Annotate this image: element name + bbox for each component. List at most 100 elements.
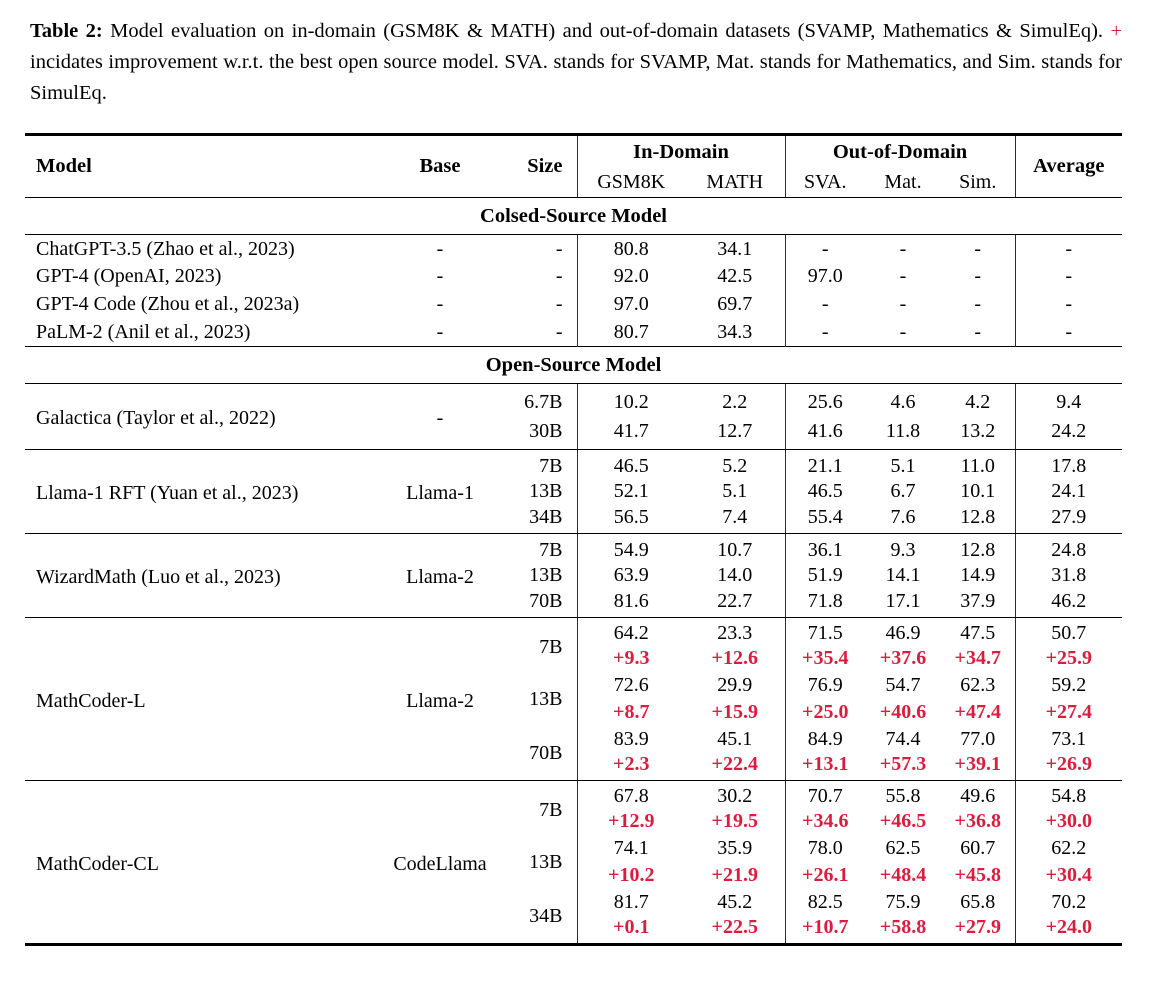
value-cell: 63.9 bbox=[576, 561, 685, 590]
header-row-groups: Model Base Size In-Domain Out-of-Domain … bbox=[25, 134, 1123, 199]
delta-cell: +2.3 bbox=[576, 753, 685, 782]
header-gsm8k: GSM8K bbox=[576, 167, 685, 199]
value-cell: - bbox=[899, 293, 907, 316]
delta-cell: +35.4 bbox=[784, 645, 865, 673]
model-cell: GPT-4 Code (Zhou et al., 2023a) bbox=[36, 293, 300, 316]
value-cell: 78.0 bbox=[784, 835, 865, 863]
value-cell: 34.1 bbox=[717, 237, 753, 260]
value-cell: 14.1 bbox=[885, 564, 921, 587]
value-cell: - bbox=[899, 321, 907, 344]
value-cell: - bbox=[1014, 318, 1123, 347]
value-cell: 29.9 bbox=[717, 674, 753, 697]
paper-page: Table 2: Model evaluation on in-domain (… bbox=[25, 20, 1123, 947]
table-row: 70B 81.6 22.7 71.8 17.1 37.9 46.2 bbox=[25, 589, 1123, 619]
value-cell: 12.7 bbox=[685, 416, 785, 451]
table-row: 34B 56.5 7.4 55.4 7.6 12.8 27.9 bbox=[25, 505, 1123, 535]
value-cell: 5.1 bbox=[890, 454, 916, 477]
delta-cell: +34.7 bbox=[954, 647, 1001, 670]
size-cell: 7B bbox=[539, 454, 563, 477]
table-row: PaLM-2 (Anil et al., 2023) - -80.7 34.3- - - - bbox=[25, 318, 1123, 347]
delta-cell: +48.4 bbox=[879, 864, 927, 887]
size-cell: 13B bbox=[529, 480, 563, 503]
section-title: Colsed-Source Model bbox=[25, 197, 1123, 236]
delta-cell: +13.1 bbox=[784, 753, 865, 782]
value-cell: 49.6 bbox=[960, 785, 996, 808]
delta-cell: +40.6 bbox=[879, 701, 927, 724]
value-cell: - bbox=[1014, 234, 1123, 263]
table-row-delta: +9.3 +12.6 +35.4 +37.6 +34.7 +25.9 bbox=[25, 645, 1123, 673]
value-cell: 62.2 bbox=[1014, 835, 1123, 863]
value-cell: - bbox=[784, 318, 865, 347]
header-average: Average bbox=[1014, 134, 1123, 199]
delta-cell: +46.5 bbox=[879, 810, 927, 833]
table-row: Galactica (Taylor et al., 2022) - 6.7B 10.2… bbox=[25, 383, 1123, 429]
value-cell: 7.6 bbox=[865, 505, 941, 535]
table-row: ChatGPT-3.5 (Zhao et al., 2023) - -80.8 34.… bbox=[25, 234, 1123, 263]
value-cell: 5.2 bbox=[722, 454, 748, 477]
base-cell: - bbox=[436, 293, 444, 316]
delta-cell: +9.3 bbox=[576, 645, 685, 673]
size-cell: - bbox=[555, 265, 563, 288]
value-cell: - bbox=[974, 265, 982, 288]
delta-cell: +26.9 bbox=[1014, 753, 1123, 782]
size-cell: 7B bbox=[539, 635, 563, 658]
size-cell: - bbox=[555, 237, 563, 260]
header-row-datasets: GSM8K MATH SVA. Mat. Sim. bbox=[25, 167, 1123, 199]
delta-cell: +34.6 bbox=[784, 808, 865, 836]
value-cell: 80.7 bbox=[576, 318, 685, 347]
table-row: 13B 74.1 35.9 78.0 62.5 60.7 62.2 bbox=[25, 835, 1123, 873]
size-cell: - bbox=[555, 293, 563, 316]
value-cell: 74.4 bbox=[885, 728, 921, 751]
delta-cell: +25.0 bbox=[784, 699, 865, 727]
caption-text-lead: Model evaluation on in-domain (GSM8K & M… bbox=[110, 20, 1104, 42]
delta-cell: +24.0 bbox=[1014, 916, 1123, 946]
size-cell: 13B bbox=[529, 687, 563, 710]
value-cell: 21.1 bbox=[784, 449, 865, 478]
value-cell: 60.7 bbox=[960, 837, 996, 860]
value-cell: - bbox=[899, 265, 907, 288]
table-row-delta: +0.1 +22.5 +10.7 +58.8 +27.9 +24.0 bbox=[25, 916, 1123, 946]
value-cell: 82.5 bbox=[784, 889, 865, 917]
base-cell: CodeLlama bbox=[393, 852, 487, 875]
base-cell: Llama-1 bbox=[406, 482, 474, 505]
value-cell: 45.1 bbox=[717, 728, 753, 751]
header-math: MATH bbox=[685, 167, 785, 199]
delta-cell: +26.1 bbox=[784, 862, 865, 890]
section-title-row: Colsed-Source Model bbox=[25, 197, 1123, 236]
value-cell: 51.9 bbox=[784, 561, 865, 590]
value-cell: - bbox=[974, 293, 982, 316]
value-cell: 67.8 bbox=[576, 780, 685, 809]
value-cell: 45.2 bbox=[717, 891, 753, 914]
base-cell: - bbox=[436, 265, 444, 288]
value-cell: 6.7 bbox=[890, 480, 916, 503]
value-cell: 76.9 bbox=[784, 672, 865, 700]
value-cell: 46.5 bbox=[576, 449, 685, 478]
delta-cell: +12.6 bbox=[711, 647, 758, 670]
value-cell: 70.2 bbox=[1014, 889, 1123, 917]
size-cell: 13B bbox=[529, 564, 563, 587]
value-cell: 24.1 bbox=[1014, 477, 1123, 506]
caption-text-rest: incidates improvement w.r.t. the best op… bbox=[30, 50, 1122, 104]
table-row-delta: +12.9 +19.5 +34.6 +46.5 +36.8 +30.0 bbox=[25, 808, 1123, 836]
value-cell: 81.7 bbox=[576, 889, 685, 917]
value-cell: 31.8 bbox=[1014, 561, 1123, 590]
delta-cell: +30.4 bbox=[1014, 862, 1123, 890]
value-cell: 10.2 bbox=[576, 383, 685, 417]
delta-cell: +30.0 bbox=[1014, 808, 1123, 836]
value-cell: - bbox=[974, 237, 982, 260]
value-cell: 5.1 bbox=[722, 480, 748, 503]
table-row: MathCoder-L Llama-2 7B 64.2 23.3 71.5 46.9 47.5… bbox=[25, 617, 1123, 712]
base-cell: Llama-2 bbox=[406, 689, 474, 712]
table-row: 13B 72.6 29.9 76.9 54.7 62.3 59.2 bbox=[25, 672, 1123, 710]
delta-cell: +22.5 bbox=[685, 916, 785, 946]
value-cell: 55.4 bbox=[784, 505, 865, 535]
value-cell: 69.7 bbox=[717, 293, 753, 316]
header-in-domain: In-Domain bbox=[576, 134, 785, 168]
value-cell: 2.2 bbox=[722, 391, 748, 414]
value-cell: 74.1 bbox=[576, 835, 685, 863]
value-cell: - bbox=[784, 290, 865, 319]
delta-cell: +39.1 bbox=[941, 753, 1016, 782]
value-cell: 80.8 bbox=[576, 234, 685, 263]
table-row: 13B 63.9 14.0 51.9 14.1 14.9 31.8 bbox=[25, 561, 1123, 590]
header-model: Model bbox=[25, 134, 390, 199]
